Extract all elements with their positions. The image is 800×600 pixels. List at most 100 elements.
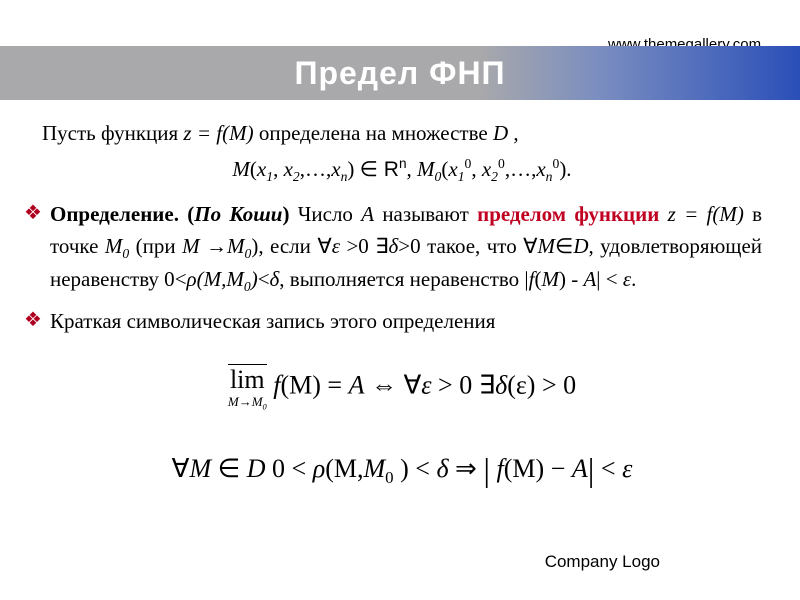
var: A [349, 370, 365, 399]
var-delta: δ [495, 370, 507, 399]
term-limit: пределом функции [477, 202, 659, 226]
formula: z = f(M) [668, 202, 744, 226]
symbol: > [346, 234, 358, 258]
var: M [182, 234, 206, 258]
var-D: D [493, 121, 513, 145]
text: Число [298, 202, 361, 226]
var-eps: ε [618, 267, 632, 291]
symbol: ∀ [317, 234, 331, 258]
var: M [227, 234, 245, 258]
var-eps: ε [421, 370, 431, 399]
lim-sub: M→M0 [228, 395, 267, 411]
var-eps: ε [332, 234, 347, 258]
var: A [583, 267, 596, 291]
text: , [279, 267, 284, 291]
text: 0 [563, 370, 576, 399]
text: ,…, [505, 157, 537, 181]
var-M: M [232, 157, 250, 181]
symbol: ∃ [375, 234, 388, 258]
title-text: Предел ФНП [294, 55, 505, 92]
var: x [482, 157, 491, 181]
symbol: = [321, 370, 349, 399]
text: ) [394, 454, 409, 483]
var-rho: ρ [313, 454, 325, 483]
var: M [541, 267, 559, 291]
bullet-icon: ❖ [24, 199, 46, 227]
sub: 0 [385, 468, 393, 487]
text: (M [325, 454, 357, 483]
var: M [252, 394, 263, 409]
symbol: ∈ [360, 157, 378, 181]
symbol: > [398, 234, 410, 258]
text: , [513, 121, 518, 145]
text: (M) [504, 454, 544, 483]
text: | [596, 267, 605, 291]
formula-1: lim M→M0 f(M) = A ⇔ ∀ε > 0 ∃δ(ε) > 0 [42, 364, 762, 411]
sub: 0 [263, 401, 267, 411]
var: x [284, 157, 293, 181]
var-delta: δ [270, 267, 280, 291]
text: (ε) [507, 370, 535, 399]
symbol: < [594, 454, 622, 483]
symbol: ∈ [211, 454, 247, 483]
lim: lim [228, 364, 267, 393]
abs: | [483, 452, 490, 489]
symbol: > [535, 370, 563, 399]
symbolic-text: Краткая символическая запись этого опред… [50, 306, 762, 338]
text: , [273, 157, 284, 181]
formula-2: ∀M ∈ D 0 < ρ(M,M0 ) < δ ⇒ | f(M) − A| < … [42, 451, 762, 491]
symbol: < [606, 267, 618, 291]
symbol: → [239, 394, 252, 409]
intro-line2: M(x1, x2,…,xn) ∈ Rn, M0(x10, x20,…,xn0). [42, 154, 762, 188]
text: 0 [459, 370, 479, 399]
sub: 0 [244, 280, 251, 295]
label: Определение. ( [50, 202, 194, 226]
var: M [538, 234, 556, 258]
symbol: ⇔ [364, 370, 403, 399]
var: x [257, 157, 266, 181]
text: ) [347, 157, 359, 181]
set-R: R [378, 158, 399, 181]
text: 0 [358, 234, 375, 258]
text: (при [129, 234, 182, 258]
sub: 1 [458, 169, 465, 184]
definition-bullet: ❖ Определение. (По Коши) Число A называю… [42, 199, 762, 298]
text: Пусть функция [42, 121, 183, 145]
var-rho: ρ [187, 267, 197, 291]
text: - [571, 267, 583, 291]
sub: 2 [491, 169, 498, 184]
symbol: → [206, 234, 227, 258]
var: M [417, 157, 435, 181]
text: ). [559, 157, 571, 181]
title-bar: Предел ФНП [0, 46, 800, 100]
lim-operator: lim M→M0 [228, 364, 267, 411]
var: M [228, 394, 239, 409]
sub: 2 [293, 169, 300, 184]
text: ), если [251, 234, 317, 258]
var-delta: δ [436, 454, 448, 483]
symbol: ∃ [479, 370, 495, 399]
text: . [631, 267, 636, 291]
symbol: > [432, 370, 460, 399]
formula: (M,M [197, 267, 244, 291]
content-area: Пусть функция z = f(M) определена на мно… [42, 118, 762, 491]
text: ,…, [300, 157, 332, 181]
text: ( [250, 157, 257, 181]
text: , [407, 157, 418, 181]
text: ) [559, 267, 571, 291]
var: x [536, 157, 545, 181]
bullet-icon: ❖ [24, 306, 46, 334]
symbol: < [258, 267, 270, 291]
var: M [105, 234, 123, 258]
footer-logo-text: Company Logo [545, 552, 660, 572]
definition-text: Определение. (По Коши) Число A называют … [50, 199, 762, 298]
text: ) [282, 202, 297, 226]
text: (M) [280, 370, 320, 399]
text: , [471, 157, 482, 181]
var: D [573, 234, 588, 258]
symbol: ∀ [403, 370, 421, 399]
text: 0 < [266, 454, 313, 483]
symbol: ⇒ [449, 454, 484, 483]
sup: 0 [498, 156, 505, 171]
text: 0 такое, что [410, 234, 517, 258]
